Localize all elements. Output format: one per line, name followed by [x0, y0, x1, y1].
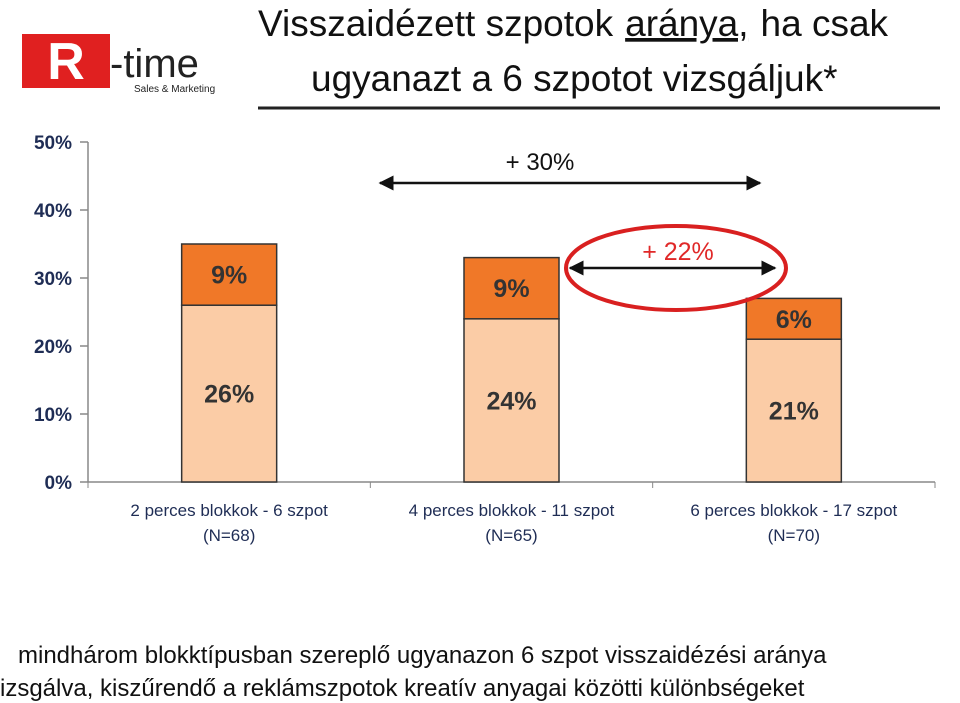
bar-segment: [745, 338, 843, 483]
x-tick-label: 6 perces blokkok - 17 szpot: [690, 501, 897, 520]
y-tick-label: 30%: [34, 269, 72, 290]
logo-tagline: Sales & Marketing: [134, 84, 215, 95]
y-tick-label: 50%: [34, 133, 72, 154]
y-tick-label: 20%: [34, 337, 72, 358]
x-tick-sublabel: (N=70): [768, 526, 820, 545]
bar-segment: [180, 304, 278, 483]
y-tick-label: 40%: [34, 201, 72, 222]
annotation: + 30%: [506, 149, 575, 176]
bar-segment: [463, 256, 560, 320]
logo-name: -time: [110, 42, 199, 86]
title-part: ha csak: [761, 3, 889, 44]
title: ugyanazt a 6 szpotot vizsgáljuk*: [311, 58, 838, 99]
value-label: 26%: [204, 381, 254, 409]
y-tick-label: 0%: [45, 473, 73, 494]
x-tick-label: 2 perces blokkok - 6 szpot: [130, 501, 328, 520]
title-part: Visszaidézett szpotok: [258, 3, 614, 44]
bar-segment: [180, 243, 278, 306]
title: Visszaidézett szpotok aránya, ha csak: [258, 3, 889, 44]
footnote: izsgálva, kiszűrendő a reklámszpotok kre…: [0, 675, 805, 702]
x-tick-sublabel: (N=68): [203, 526, 255, 545]
annotation: + 22%: [642, 238, 714, 266]
value-label: 9%: [493, 275, 529, 303]
logo-mark: R: [47, 33, 85, 91]
logo-box: [22, 34, 110, 88]
bar-segment: [463, 318, 560, 483]
x-tick-sublabel: (N=65): [485, 526, 537, 545]
highlight-ellipse: [564, 224, 788, 312]
value-label: 9%: [211, 262, 247, 290]
value-label: 24%: [486, 387, 536, 415]
bar-segment: [745, 297, 843, 340]
value-label: 6%: [776, 306, 812, 334]
title-part: aránya,: [625, 3, 748, 44]
x-tick-label: 4 perces blokkok - 11 szpot: [409, 501, 615, 520]
footnote: mindhárom blokktípusban szereplő ugyanaz…: [18, 642, 827, 669]
y-tick-label: 10%: [34, 405, 72, 426]
value-label: 21%: [769, 398, 819, 426]
